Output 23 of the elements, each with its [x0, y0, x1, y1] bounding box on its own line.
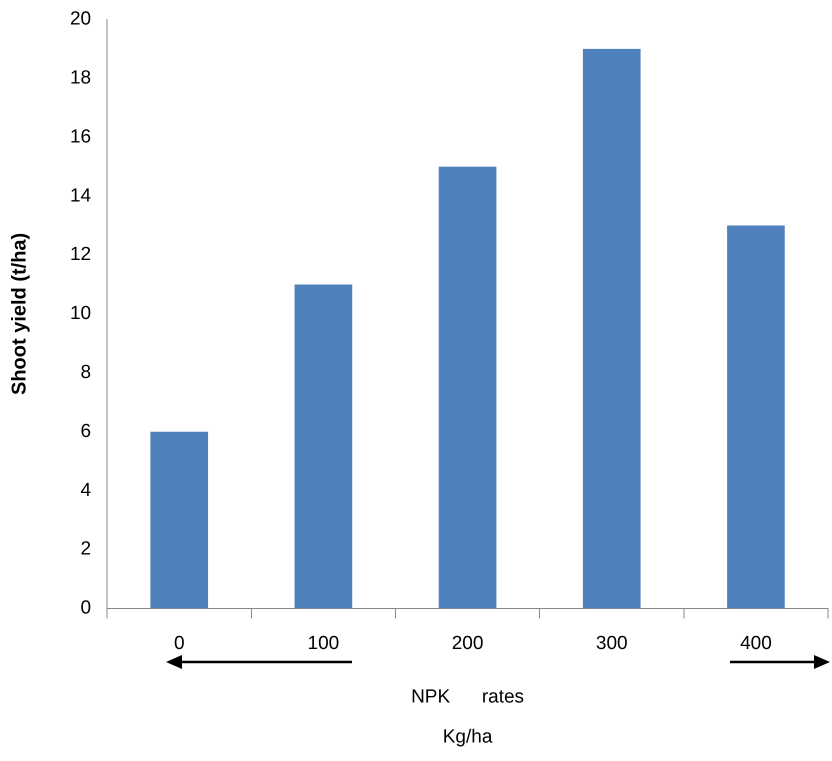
y-tick-label: 12 — [70, 244, 92, 266]
y-tick-label: 4 — [80, 480, 92, 501]
y-axis-title: Shoot yield (t/ha) — [8, 232, 31, 396]
y-tick-label: 14 — [70, 185, 92, 206]
y-tick-label: 2 — [80, 538, 92, 560]
x-tick-label: 400 — [740, 633, 772, 654]
x-axis-title: NPK rates Kg/ha — [411, 686, 524, 748]
y-tick-label: 16 — [70, 126, 92, 148]
y-tick-label: 8 — [80, 362, 92, 384]
x-tick-label: 0 — [174, 633, 185, 654]
bar — [582, 48, 641, 608]
y-tick-label: 6 — [80, 420, 92, 442]
x-tick-label: 300 — [596, 633, 628, 654]
y-tick-label: 10 — [70, 303, 92, 324]
y-tick-label: 18 — [70, 68, 92, 89]
bar — [438, 166, 496, 608]
bar — [294, 284, 352, 608]
bar — [150, 432, 208, 608]
bar — [727, 226, 785, 608]
x-tick-label: 100 — [308, 633, 340, 654]
x-tick-label: 200 — [452, 633, 484, 654]
y-tick-label: 0 — [80, 598, 92, 619]
y-tick-label: 20 — [70, 8, 92, 30]
